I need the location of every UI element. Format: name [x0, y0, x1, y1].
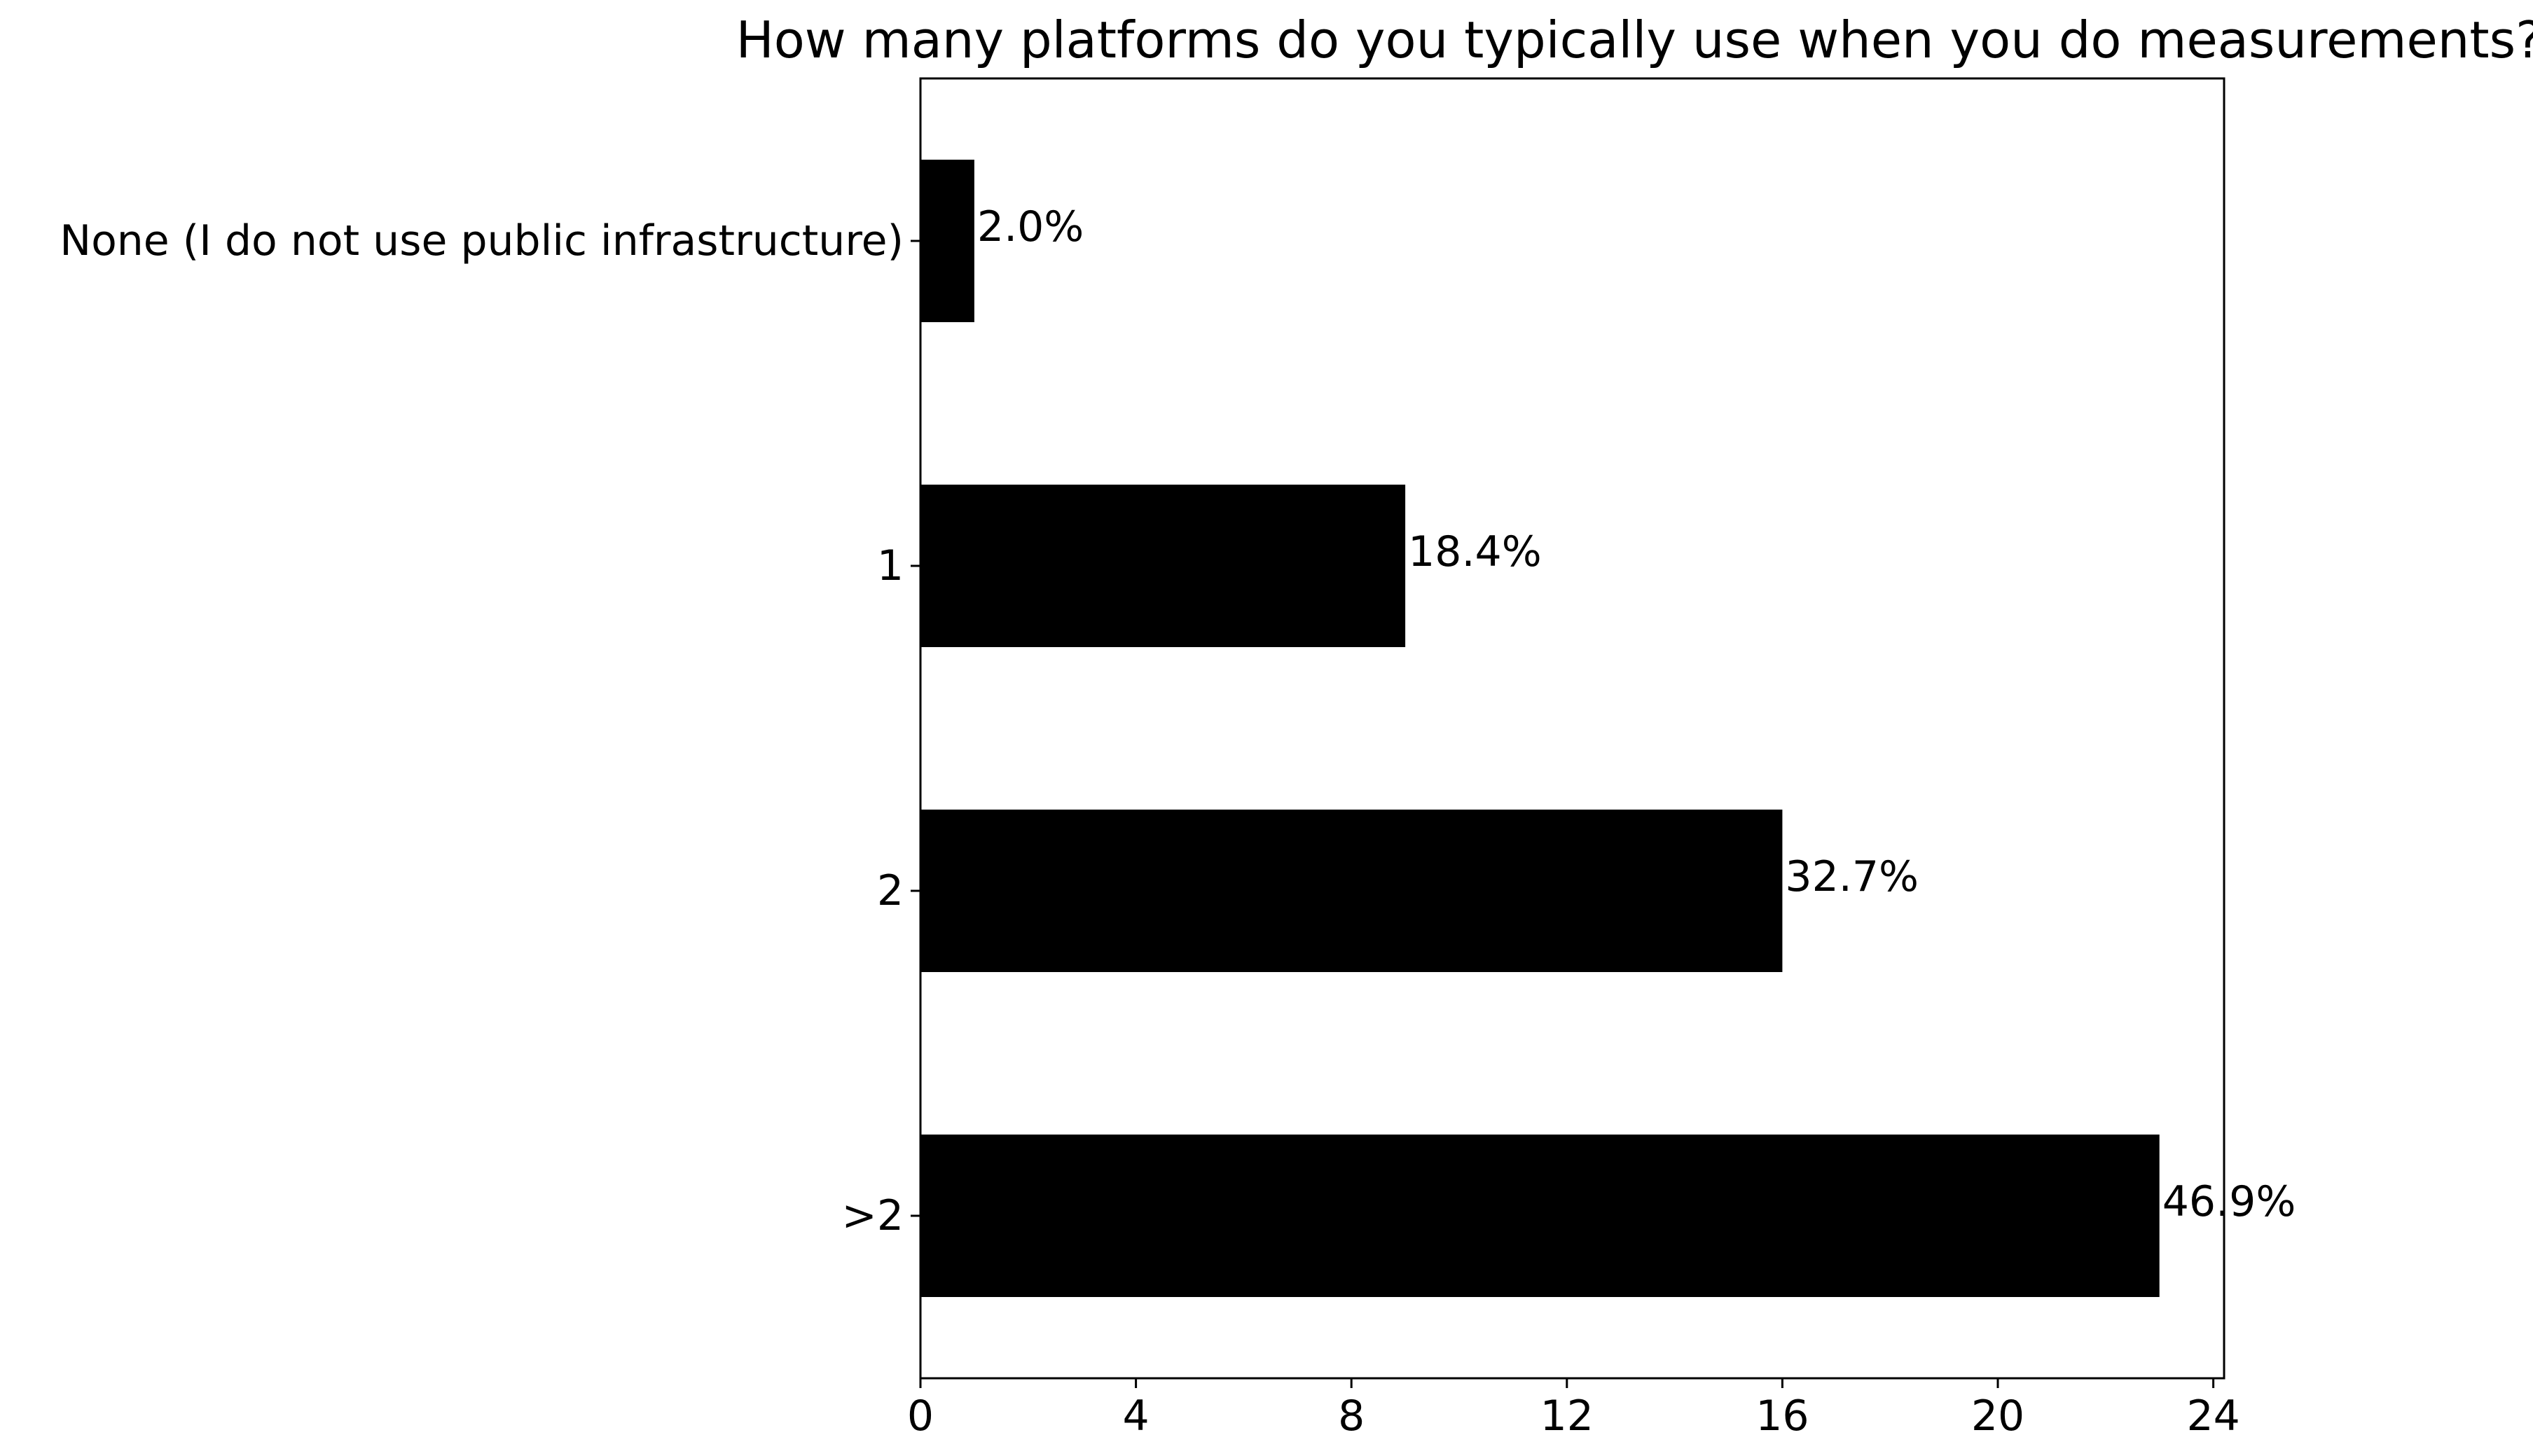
x-tick-label: 24 — [2186, 1392, 2239, 1441]
bar — [920, 810, 1783, 972]
y-tick-label: None (I do not use public infrastructure… — [60, 216, 904, 265]
chart-title: How many platforms do you typically use … — [736, 11, 2533, 69]
plot-area: None (I do not use public infrastructure… — [60, 77, 2296, 1441]
bar — [920, 160, 974, 322]
y-tick-label: >2 — [842, 1191, 904, 1240]
data-label: 18.4% — [1408, 527, 1542, 576]
x-tick-label: 20 — [1971, 1392, 2024, 1441]
y-tick-label: 1 — [877, 541, 904, 590]
x-tick-label: 0 — [907, 1392, 934, 1441]
y-tick-label: 2 — [877, 866, 904, 915]
data-label: 46.9% — [2162, 1177, 2296, 1226]
x-tick-label: 8 — [1338, 1392, 1365, 1441]
x-tick-label: 12 — [1540, 1392, 1594, 1441]
data-label: 2.0% — [977, 202, 1084, 251]
x-tick-label: 16 — [1755, 1392, 1809, 1441]
bar — [920, 485, 1406, 647]
bar — [920, 1135, 2160, 1297]
data-label: 32.7% — [1785, 852, 1919, 901]
axes-frame — [919, 77, 2225, 1380]
x-tick-label: 4 — [1123, 1392, 1150, 1441]
